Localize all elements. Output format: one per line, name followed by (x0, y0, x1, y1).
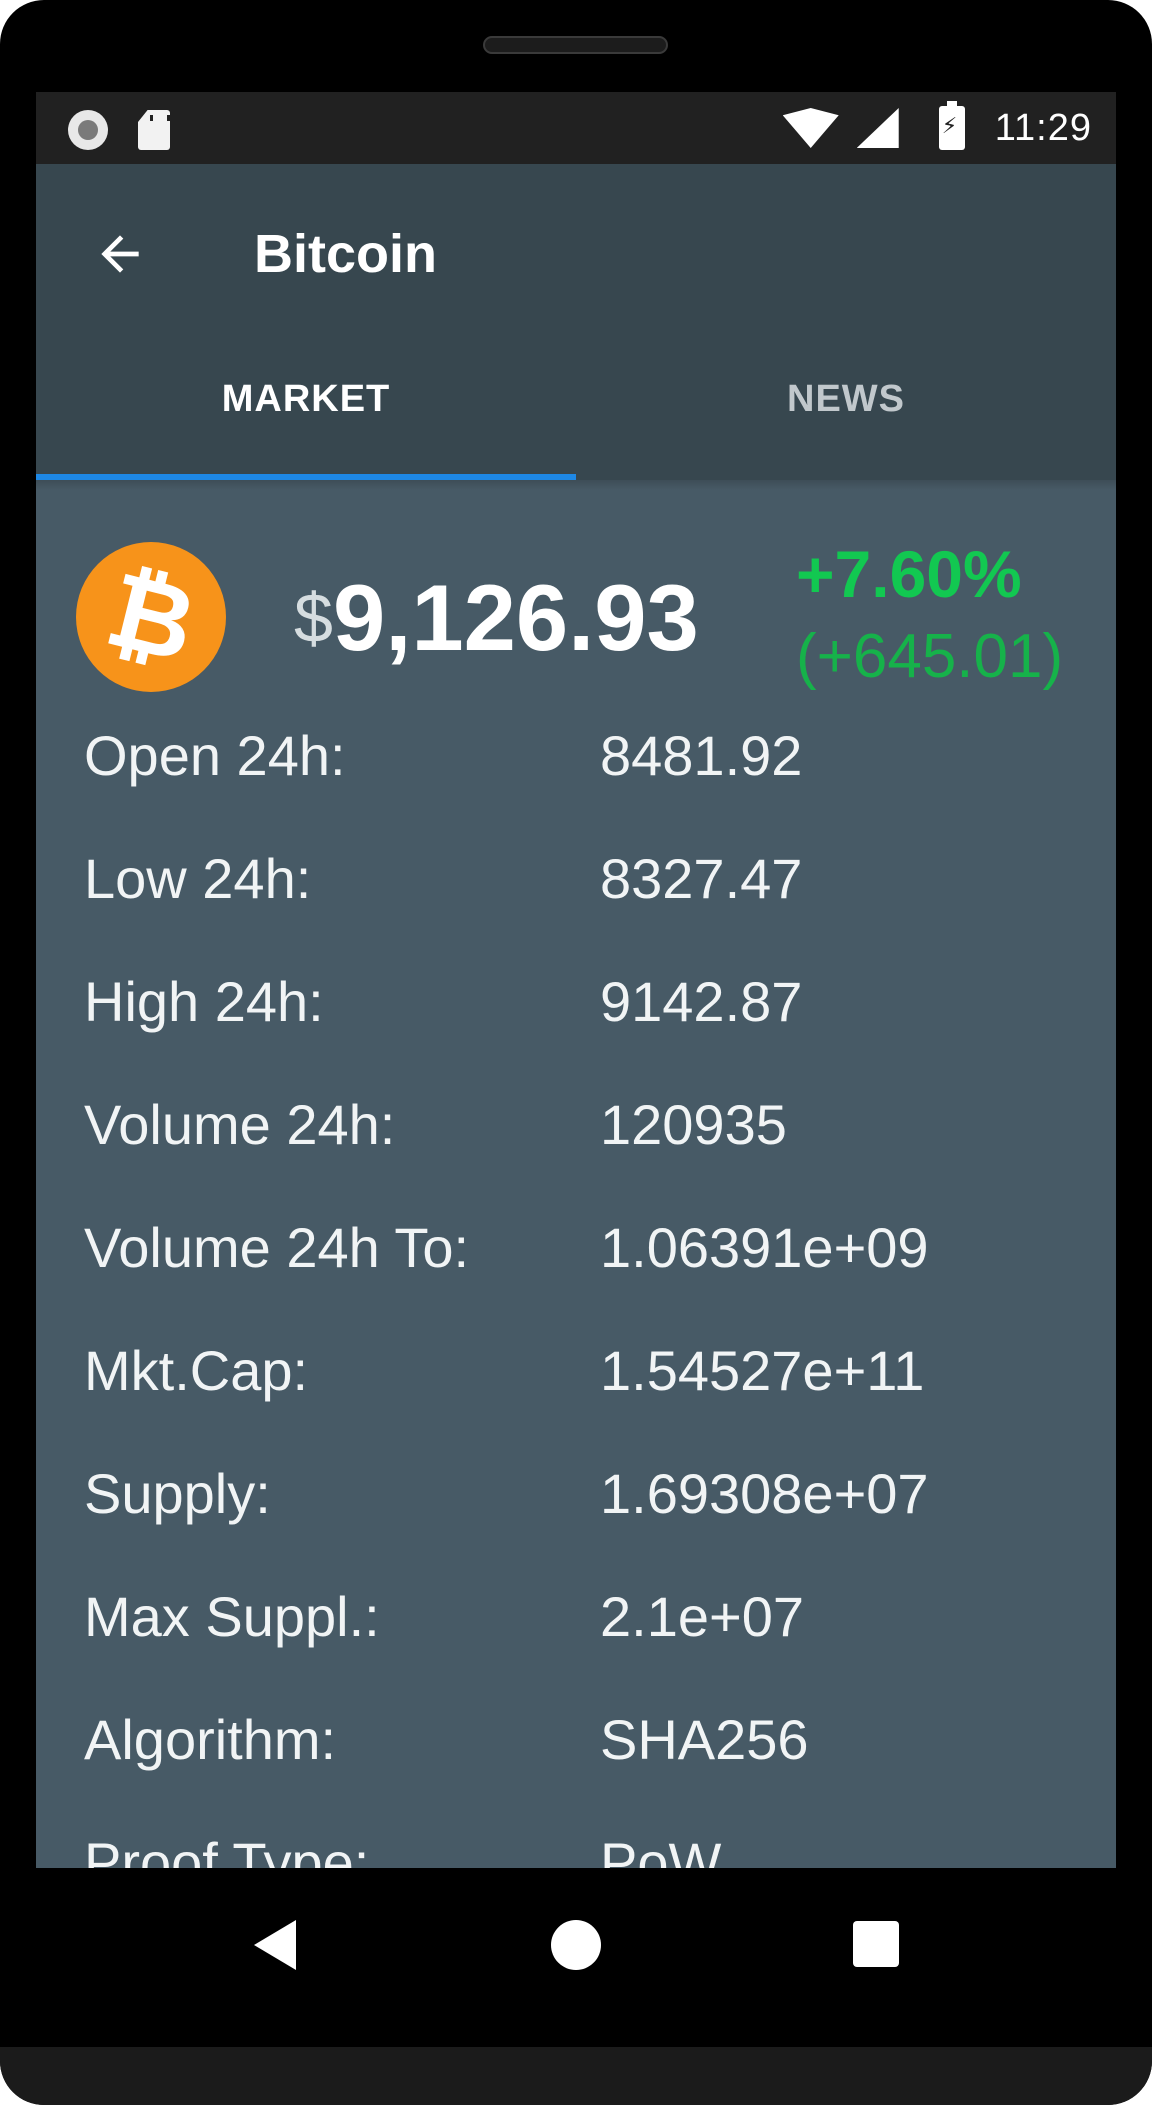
stat-label: Supply: (84, 1462, 271, 1525)
stat-label: Proof Type: (84, 1831, 370, 1868)
stat-label: Max Suppl.: (84, 1585, 380, 1648)
home-circle-icon[interactable] (551, 1920, 601, 1970)
stat-value: 8327.47 (600, 847, 803, 910)
status-bar: 11:29 (36, 92, 1116, 164)
market-stats-list: Open 24h: 8481.92 Low 24h: 8327.47 High … (84, 724, 1084, 1868)
stat-label: Volume 24h To: (84, 1216, 470, 1279)
stat-row-volume-24h-to: Volume 24h To: 1.06391e+09 (84, 1216, 1084, 1339)
system-nav-bar (0, 1868, 1152, 2047)
page-title: Bitcoin (254, 224, 437, 284)
app-bar: Bitcoin MARKET NEWS (36, 164, 1116, 480)
status-right: 11:29 (782, 92, 1092, 164)
stat-value: 120935 (600, 1093, 787, 1156)
record-icon (68, 110, 108, 150)
stat-value: 1.69308e+07 (600, 1462, 929, 1525)
status-left (68, 110, 170, 150)
stat-row-market-cap: Mkt.Cap: 1.54527e+11 (84, 1339, 1084, 1462)
price-currency: $ (294, 579, 333, 657)
wifi-icon (782, 108, 839, 148)
stat-row-open-24h: Open 24h: 8481.92 (84, 724, 1084, 847)
price-change-absolute: (+645.01) (796, 622, 1064, 691)
stat-row-high-24h: High 24h: 9142.87 (84, 970, 1084, 1093)
stat-label: Algorithm: (84, 1708, 337, 1771)
stat-label: High 24h: (84, 970, 324, 1033)
stat-row-supply: Supply: 1.69308e+07 (84, 1462, 1084, 1585)
stat-value: 1.06391e+09 (600, 1216, 929, 1279)
price-value: 9,126.93 (332, 565, 699, 670)
app-bar-shadow (36, 480, 1116, 490)
stat-value: 2.1e+07 (600, 1585, 804, 1648)
tab-news-label: NEWS (787, 377, 905, 420)
stat-row-low-24h: Low 24h: 8327.47 (84, 847, 1084, 970)
signal-icon (856, 108, 899, 148)
back-triangle-icon[interactable] (254, 1920, 296, 1970)
stat-value: 8481.92 (600, 724, 803, 787)
price-summary: ₿ $9,126.93 +7.60% (+645.01) (36, 538, 1116, 708)
sd-card-icon (138, 110, 170, 150)
battery-charging-icon (938, 101, 965, 150)
stat-label: Open 24h: (84, 724, 346, 787)
stat-value: 1.54527e+11 (600, 1339, 925, 1402)
tab-news[interactable]: NEWS (576, 332, 1116, 480)
bitcoin-logo-icon: ₿ (76, 542, 226, 692)
current-price: $9,126.93 (294, 570, 699, 694)
stat-value: PoW (600, 1831, 722, 1868)
stat-row-algorithm: Algorithm: SHA256 (84, 1708, 1084, 1831)
stat-label: Low 24h: (84, 847, 312, 910)
stat-label: Mkt.Cap: (84, 1339, 309, 1402)
tab-market-label: MARKET (221, 377, 391, 420)
stat-row-proof-type: Proof Type: PoW (84, 1831, 1084, 1868)
arrow-left-icon[interactable] (92, 226, 148, 282)
stat-row-max-supply: Max Suppl.: 2.1e+07 (84, 1585, 1084, 1708)
stat-label: Volume 24h: (84, 1093, 396, 1156)
tab-indicator (36, 474, 576, 480)
screen: 11:29 Bitcoin MARKET NEWS ₿ $9,126.9 (36, 92, 1116, 1868)
stat-value: 9142.87 (600, 970, 803, 1033)
stat-row-volume-24h: Volume 24h: 120935 (84, 1093, 1084, 1216)
recents-square-icon[interactable] (853, 1921, 899, 1967)
stat-value: SHA256 (600, 1708, 809, 1771)
device-bottom-bezel (0, 2047, 1152, 2105)
price-change-percent: +7.60% (796, 537, 1022, 611)
tab-bar: MARKET NEWS (36, 332, 1116, 480)
speaker-grille (483, 36, 668, 54)
tab-market[interactable]: MARKET (36, 332, 576, 480)
status-clock: 11:29 (994, 106, 1092, 149)
